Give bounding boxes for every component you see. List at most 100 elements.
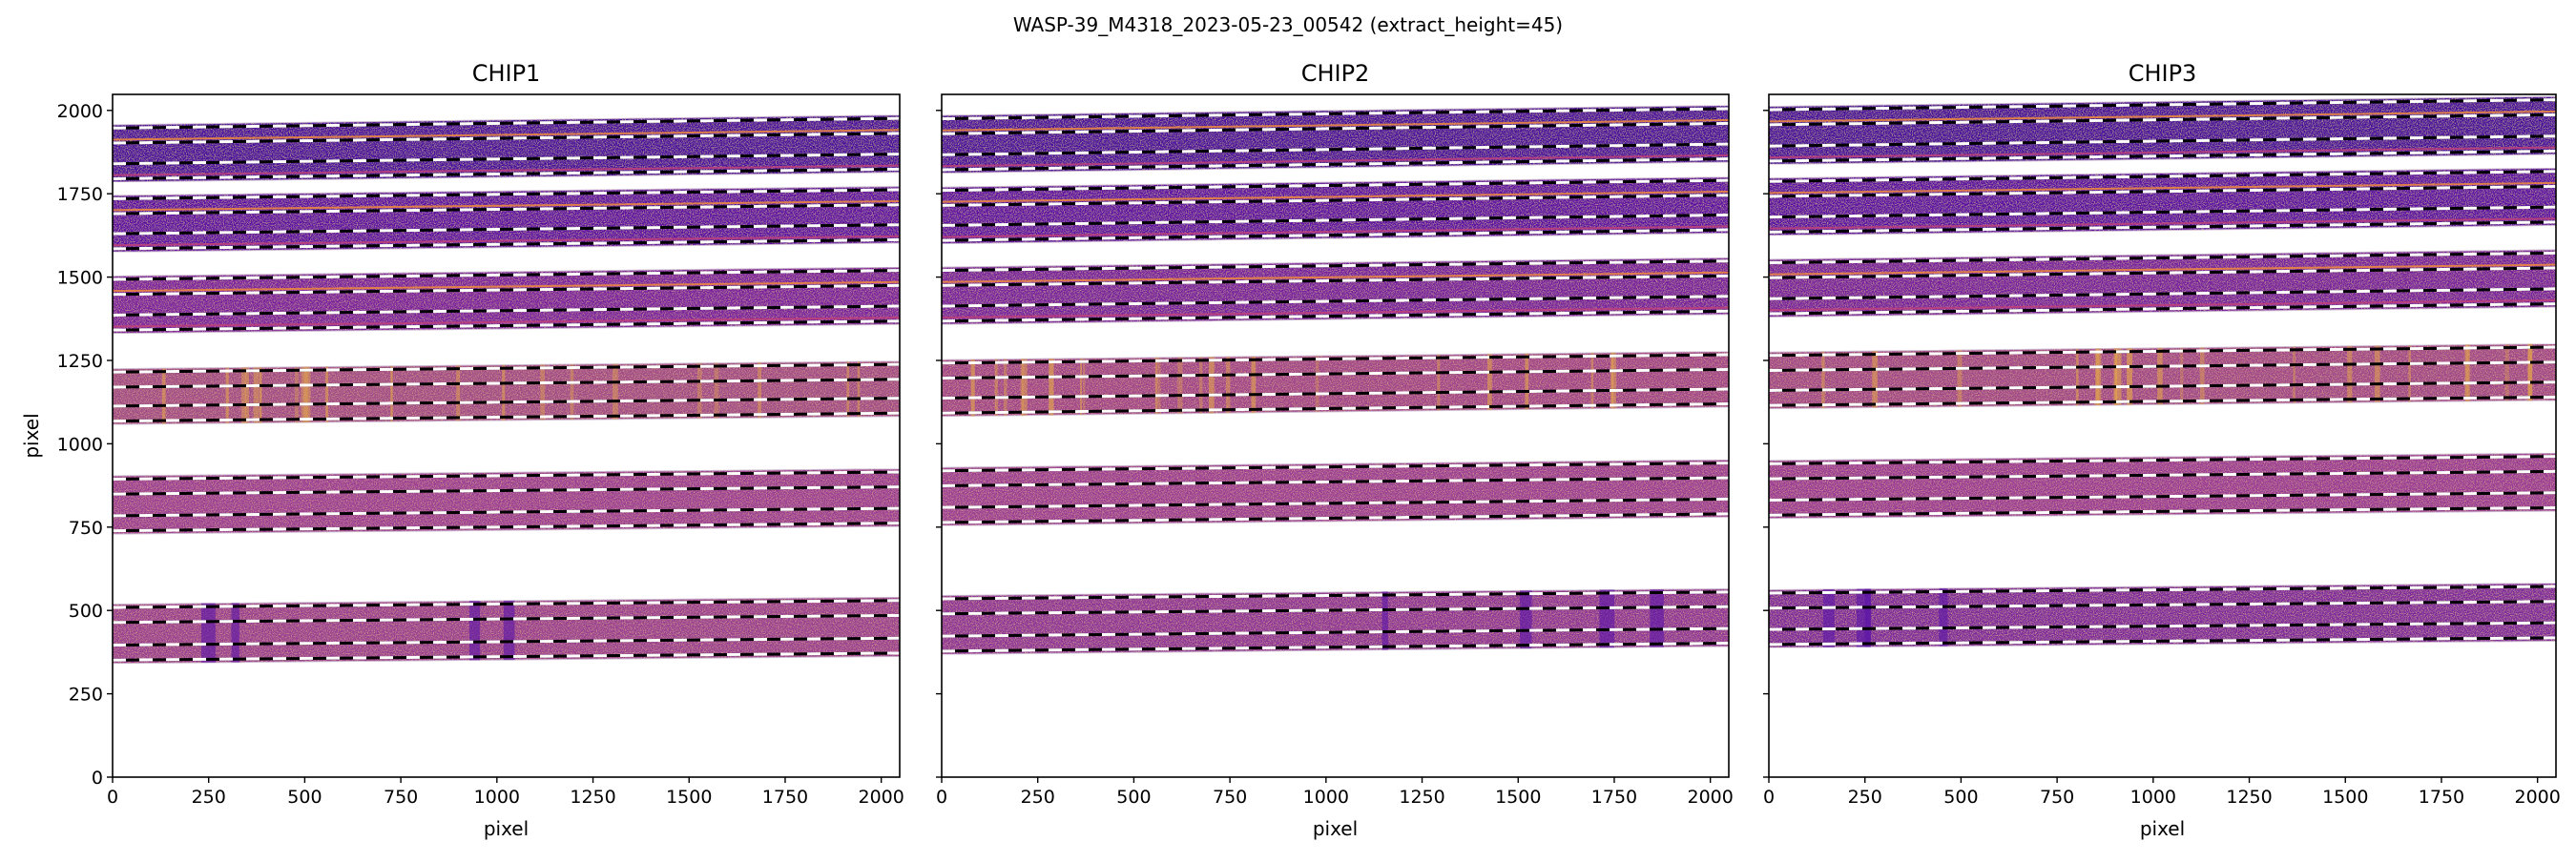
aperture-boundary xyxy=(113,283,900,297)
spectrum-trace xyxy=(1769,110,2556,123)
aperture-boundary xyxy=(113,304,900,317)
aperture-boundary xyxy=(1769,302,2556,316)
aperture-boundary xyxy=(942,213,1729,227)
spectrum-trace xyxy=(942,271,1729,283)
spectrum-trace xyxy=(1769,181,2556,195)
spectrum-trace xyxy=(1769,298,2556,312)
order-band xyxy=(1769,343,2556,410)
aperture-boundary xyxy=(942,194,1729,207)
aperture-boundary xyxy=(113,153,900,166)
aperture-boundary xyxy=(1769,287,2556,300)
spectrum-trace xyxy=(1769,263,2556,276)
spectrum-trace xyxy=(113,280,900,293)
y-axis-label: pixel xyxy=(20,413,43,458)
aperture-boundary xyxy=(113,269,900,281)
order-region xyxy=(1769,583,2556,648)
aperture-boundary xyxy=(113,485,900,496)
spectrum-trace xyxy=(942,225,1729,238)
order-band xyxy=(1769,249,2556,318)
aperture-boundary xyxy=(1769,380,2556,392)
aperture-boundary xyxy=(113,470,900,481)
x-tick-label: 0 xyxy=(936,787,947,808)
order-region xyxy=(1769,95,2556,165)
order-band xyxy=(942,176,1729,245)
aperture-boundary xyxy=(942,353,1729,365)
x-tick-label: 250 xyxy=(1848,787,1882,808)
spectrum-trace xyxy=(113,235,900,247)
y-tick-label: 2000 xyxy=(57,101,103,122)
axes-frame xyxy=(1768,93,2557,778)
aperture-boundary xyxy=(1769,113,2556,127)
x-tick-label: 0 xyxy=(1763,787,1775,808)
aperture-boundary xyxy=(113,319,900,332)
panel-chip1: CHIP1 0 250 500 750 1000 1250 1500 1750 2000 0 250 5… xyxy=(20,60,904,840)
order-band xyxy=(113,266,900,335)
aperture-boundary xyxy=(1769,600,2556,610)
x-tick-label: 1250 xyxy=(1399,787,1444,808)
aperture-boundary xyxy=(942,401,1729,415)
aperture-boundary xyxy=(1769,455,2556,465)
y-tick-label: 250 xyxy=(69,685,103,706)
aperture-boundary xyxy=(113,636,900,647)
spectrum-trace xyxy=(942,118,1729,132)
aperture-boundary xyxy=(113,167,900,180)
order-band xyxy=(113,468,900,535)
order-band xyxy=(1769,95,2556,165)
aperture-boundary xyxy=(113,599,900,609)
aperture-boundary xyxy=(942,228,1729,242)
aperture-boundary xyxy=(113,223,900,236)
order-band xyxy=(942,105,1729,174)
spectrum-trace xyxy=(1769,146,2556,159)
aperture-boundary xyxy=(942,605,1729,616)
aperture-boundary xyxy=(113,116,900,130)
aperture-boundary xyxy=(1769,98,2556,112)
x-tick-label: 1000 xyxy=(1303,787,1349,808)
x-tick-label: 1000 xyxy=(474,787,520,808)
x-tick-label: 750 xyxy=(384,787,418,808)
aperture-boundary xyxy=(113,522,900,533)
x-tick-label: 1000 xyxy=(2130,787,2176,808)
x-tick-label: 2000 xyxy=(858,787,904,808)
spectrum-trace xyxy=(113,164,900,176)
y-tick-label: 1500 xyxy=(57,268,103,289)
aperture-boundary xyxy=(942,642,1729,653)
x-tick-label: 1250 xyxy=(2226,787,2272,808)
aperture-boundary xyxy=(1769,134,2556,148)
aperture-boundary xyxy=(942,497,1729,509)
panel-chip3: CHIP3 0 250 500 750 1000 1250 1500 1750 2000 pixel xyxy=(1763,60,2561,840)
y-tick-label: 1250 xyxy=(57,351,103,372)
aperture-boundary xyxy=(1769,220,2556,234)
aperture-boundary xyxy=(942,512,1729,524)
order-band xyxy=(942,257,1729,325)
order-region xyxy=(942,587,1729,655)
y-tick-label: 500 xyxy=(69,601,103,622)
spectrum-trace xyxy=(942,306,1729,319)
order-band xyxy=(113,596,900,665)
spectral-image xyxy=(113,114,900,665)
x-tick-label: 1250 xyxy=(570,787,615,808)
x-axis-label: pixel xyxy=(2140,817,2185,840)
aperture-boundary xyxy=(942,107,1729,121)
order-region xyxy=(113,114,900,183)
x-tick-label: 1500 xyxy=(1495,787,1541,808)
aperture-boundary xyxy=(1769,205,2556,219)
panel-chip2: CHIP2 0 250 500 750 1000 1250 1500 1750 2000 pixel xyxy=(936,60,1734,840)
y-tick-label: 1000 xyxy=(57,434,103,455)
axes-frame xyxy=(112,93,901,778)
x-tick-label: 1500 xyxy=(666,787,712,808)
y-tick-label: 1750 xyxy=(57,184,103,205)
x-axis-label: pixel xyxy=(1313,817,1358,840)
x-tick-label: 0 xyxy=(107,787,118,808)
panel-title: CHIP3 xyxy=(2129,60,2197,87)
order-band xyxy=(113,185,900,253)
aperture-boundary xyxy=(1769,170,2556,183)
aperture-boundary xyxy=(113,132,900,145)
aperture-boundary xyxy=(113,237,900,251)
aperture-boundary xyxy=(942,367,1729,380)
order-region xyxy=(113,468,900,535)
aperture-boundary xyxy=(1769,360,2556,372)
x-tick-label: 2000 xyxy=(1687,787,1733,808)
aperture-boundary xyxy=(942,295,1729,308)
figure-suptitle: WASP-39_M4318_2023-05-23_00542 (extract_… xyxy=(1013,13,1563,36)
